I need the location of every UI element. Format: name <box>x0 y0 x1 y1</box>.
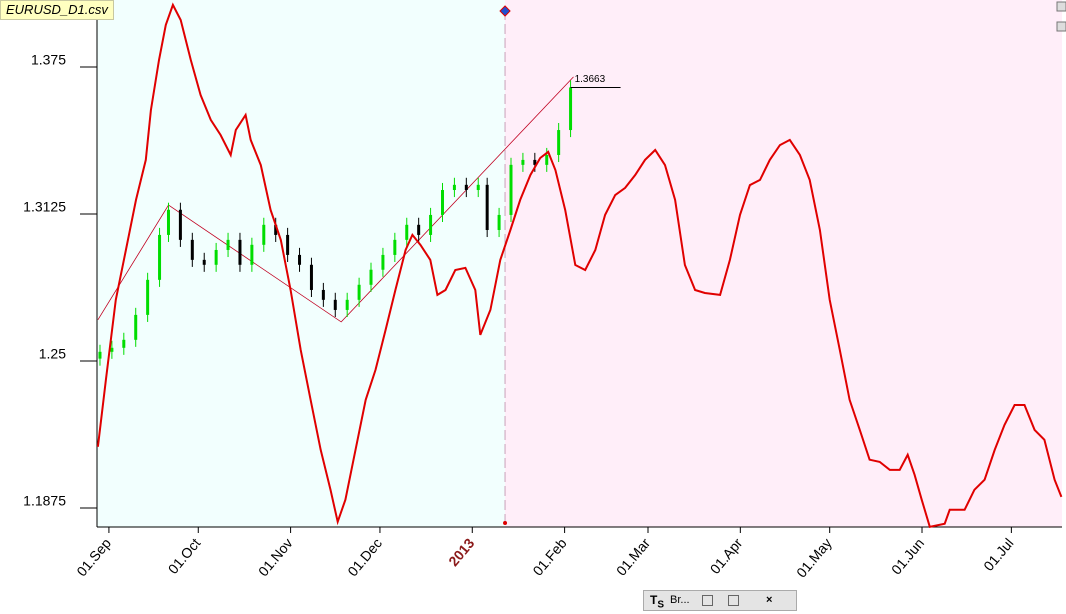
candle-body <box>262 224 266 245</box>
candle-body <box>533 159 537 165</box>
y-tick-label: 1.375 <box>31 52 66 68</box>
candle-body <box>497 214 501 230</box>
candle-body <box>429 214 433 235</box>
candle-body <box>146 279 150 315</box>
candle-body <box>298 254 302 265</box>
x-tick-label: 01.Apr <box>707 535 746 577</box>
candle-body <box>369 269 373 285</box>
candle-body <box>485 184 489 230</box>
x-tick-label: 01.Dec <box>344 535 385 579</box>
candle-body <box>321 289 325 300</box>
x-tick-label: 01.Feb <box>529 535 569 579</box>
taskbar-button[interactable]: TS Br... × <box>643 590 797 611</box>
forecast-line <box>96 2 1063 528</box>
side-icon <box>1056 21 1066 32</box>
candle-body <box>122 339 126 348</box>
candle-body <box>98 351 102 359</box>
candle-body <box>286 234 290 255</box>
x-tick-label: 2013 <box>445 535 477 569</box>
x-tick-label: 01.Jun <box>888 535 927 577</box>
candle-body <box>417 224 421 235</box>
candle-body <box>393 239 397 255</box>
candle-body <box>509 164 513 215</box>
candle-body <box>569 87 573 131</box>
candle-body <box>557 130 561 155</box>
x-tick-label: 01.Nov <box>255 535 296 579</box>
taskbar-label: Br... <box>670 594 690 606</box>
candle-body <box>158 234 162 280</box>
divider-dot <box>503 521 508 525</box>
candle-body <box>274 224 278 235</box>
divider-handle <box>499 5 511 17</box>
candle-body <box>345 299 349 310</box>
candle-body <box>333 299 337 310</box>
zigzag-line <box>97 76 574 323</box>
y-tick-label: 1.25 <box>39 346 66 362</box>
candle-body <box>250 244 254 265</box>
window-title: EURUSD_D1.csv <box>0 0 114 20</box>
x-tick-label: 01.Sep <box>73 535 114 579</box>
candle-body <box>545 154 549 165</box>
restore-icon[interactable] <box>702 595 713 606</box>
x-tick-label: 01.Jul <box>980 535 1016 574</box>
candle-body <box>405 224 409 240</box>
maximize-icon[interactable] <box>728 595 739 606</box>
side-icon <box>1056 1 1066 12</box>
candle-body <box>464 184 468 191</box>
app-icon: TS <box>650 593 665 611</box>
candle-body <box>110 347 114 352</box>
candle-body <box>452 184 456 191</box>
y-tick-label: 1.1875 <box>23 493 66 509</box>
close-icon[interactable]: × <box>766 594 773 606</box>
y-tick-label: 1.3125 <box>23 199 66 215</box>
candle-body <box>309 264 313 290</box>
candle-body <box>476 184 480 191</box>
last-price-label: 1.3663 <box>575 74 606 85</box>
candle-body <box>440 190 444 215</box>
candle-body <box>166 209 170 235</box>
x-tick-label: 01.May <box>793 535 835 580</box>
candle-body <box>357 284 361 300</box>
candle-body <box>226 239 230 250</box>
candle-body <box>178 209 182 240</box>
candle-body <box>202 259 206 265</box>
x-tick-label: 01.Oct <box>165 535 204 577</box>
candle-body <box>214 249 218 265</box>
candle-body <box>381 254 385 270</box>
candle-body <box>190 239 194 260</box>
x-tick-label: 01.Mar <box>613 535 653 579</box>
candle-body <box>134 314 138 340</box>
candle-body <box>521 159 525 165</box>
candle-body <box>238 239 242 265</box>
